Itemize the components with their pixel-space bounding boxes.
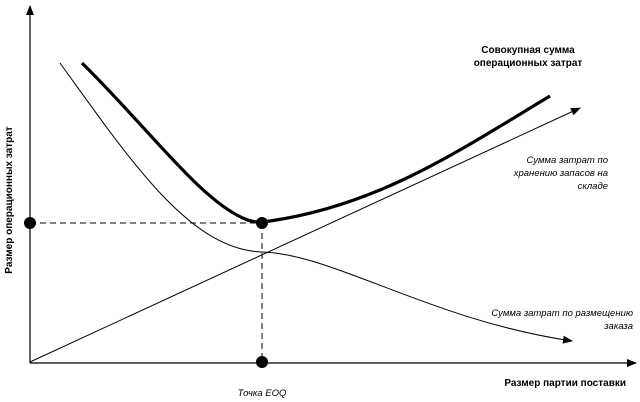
holding-cost-label-line1: Сумма затрат по [527, 155, 608, 166]
total-cost-curve [80, 61, 551, 224]
holding-cost-label-line2: хранению запасов на [513, 168, 608, 179]
eoq-label: Точка EOQ [238, 388, 287, 399]
eoq-min-point [256, 217, 268, 229]
holding-cost-label-line3: складе [578, 181, 608, 192]
ordering-cost-label-line1: Сумма затрат по размещению [491, 308, 633, 319]
ordering-cost-curve [59, 62, 573, 344]
holding-cost-line [29, 107, 581, 363]
total-cost-label-line2: операционных затрат [474, 58, 583, 69]
x-axis-eoq-point [256, 356, 268, 368]
x-axis-label: Размер партии поставки [504, 378, 626, 389]
y-axis-min-point [24, 217, 36, 229]
ordering-cost-label-line2: заказа [603, 321, 633, 332]
y-axis-label: Размер операционных затрат [4, 126, 15, 274]
total-cost-label-line1: Совокупная сумма [481, 45, 575, 56]
